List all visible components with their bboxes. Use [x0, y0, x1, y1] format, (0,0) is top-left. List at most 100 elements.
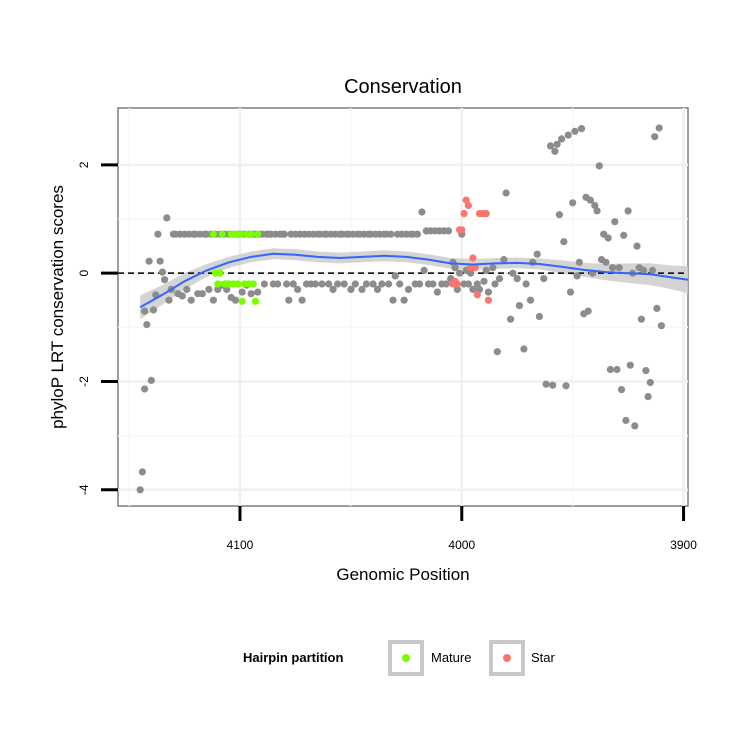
point-other	[145, 257, 153, 265]
point-other	[593, 207, 601, 215]
point-other	[205, 285, 213, 293]
point-mature	[216, 269, 224, 277]
point-other	[520, 345, 528, 353]
point-other	[551, 147, 559, 155]
point-other	[209, 296, 217, 304]
point-star	[462, 196, 470, 204]
point-other	[325, 280, 333, 288]
legend: Hairpin partition Mature Star	[243, 640, 556, 676]
point-other	[648, 266, 657, 274]
legend-label-mature: Mature	[431, 650, 471, 665]
point-other	[231, 296, 240, 304]
point-other	[495, 275, 504, 283]
point-other	[493, 348, 501, 356]
point-other	[247, 290, 255, 298]
point-other	[418, 208, 426, 216]
point-other	[473, 280, 481, 288]
point-other	[573, 272, 581, 280]
point-other	[540, 275, 548, 283]
plot-panel-border	[117, 107, 689, 507]
point-other	[274, 280, 282, 288]
point-other	[571, 127, 579, 135]
point-other	[442, 280, 450, 288]
point-other	[513, 275, 521, 283]
point-other	[526, 296, 535, 304]
point-other	[646, 378, 654, 387]
point-other	[214, 285, 222, 293]
point-other	[467, 269, 475, 277]
point-other	[165, 296, 173, 304]
point-mature	[251, 297, 260, 305]
point-other	[522, 280, 530, 288]
point-other	[238, 288, 246, 296]
point-other	[640, 266, 648, 274]
point-other	[254, 288, 262, 296]
point-other	[553, 140, 561, 148]
point-other	[591, 201, 599, 210]
point-other	[484, 288, 492, 296]
point-mature	[247, 230, 255, 238]
point-other	[655, 124, 663, 132]
y-axis: -4 -2 0 2	[77, 161, 118, 495]
point-other	[147, 376, 155, 384]
point-star	[471, 264, 479, 272]
points-star	[449, 196, 492, 304]
point-star	[482, 210, 490, 218]
x-tick-label: 4100	[227, 538, 254, 552]
point-other	[161, 276, 169, 284]
legend-key-mature	[402, 654, 410, 662]
point-other	[529, 258, 537, 266]
point-other	[577, 125, 586, 133]
point-mature	[234, 280, 242, 288]
point-other	[642, 367, 650, 375]
point-other	[283, 280, 291, 288]
point-other	[198, 290, 206, 298]
points-mature	[209, 230, 262, 305]
point-star	[453, 280, 461, 288]
point-other	[260, 280, 268, 288]
point-other	[626, 361, 634, 369]
point-other	[482, 266, 490, 274]
point-mature	[236, 230, 244, 238]
point-other	[606, 365, 615, 374]
point-other	[489, 264, 497, 272]
point-other	[491, 280, 499, 288]
point-other	[351, 280, 359, 288]
point-other	[620, 231, 628, 239]
point-other	[555, 211, 564, 219]
point-other	[602, 258, 610, 266]
point-other	[558, 135, 566, 143]
point-other	[622, 416, 630, 424]
point-other	[546, 142, 555, 150]
point-other	[391, 272, 399, 280]
point-other	[389, 296, 397, 304]
point-other	[456, 269, 464, 277]
point-other	[569, 199, 577, 207]
point-other	[183, 285, 191, 293]
point-other	[156, 257, 164, 265]
point-other	[136, 486, 144, 494]
point-other	[611, 218, 619, 226]
point-other	[613, 365, 621, 374]
point-other	[340, 280, 348, 288]
point-other	[509, 269, 517, 277]
legend-label-star: Star	[531, 650, 556, 665]
point-other	[404, 285, 413, 293]
point-other	[464, 280, 472, 288]
point-other	[453, 285, 461, 293]
point-other	[347, 285, 355, 293]
point-other	[413, 230, 421, 238]
point-other	[318, 280, 326, 288]
point-star	[464, 201, 472, 210]
point-other	[289, 280, 297, 288]
x-tick-label: 4000	[448, 538, 475, 552]
point-other	[515, 302, 524, 310]
point-other	[416, 280, 424, 288]
point-other	[387, 230, 395, 238]
point-other	[178, 292, 186, 300]
point-other	[644, 393, 652, 401]
point-other	[396, 280, 404, 288]
point-mature	[218, 230, 226, 238]
point-other	[631, 422, 639, 430]
